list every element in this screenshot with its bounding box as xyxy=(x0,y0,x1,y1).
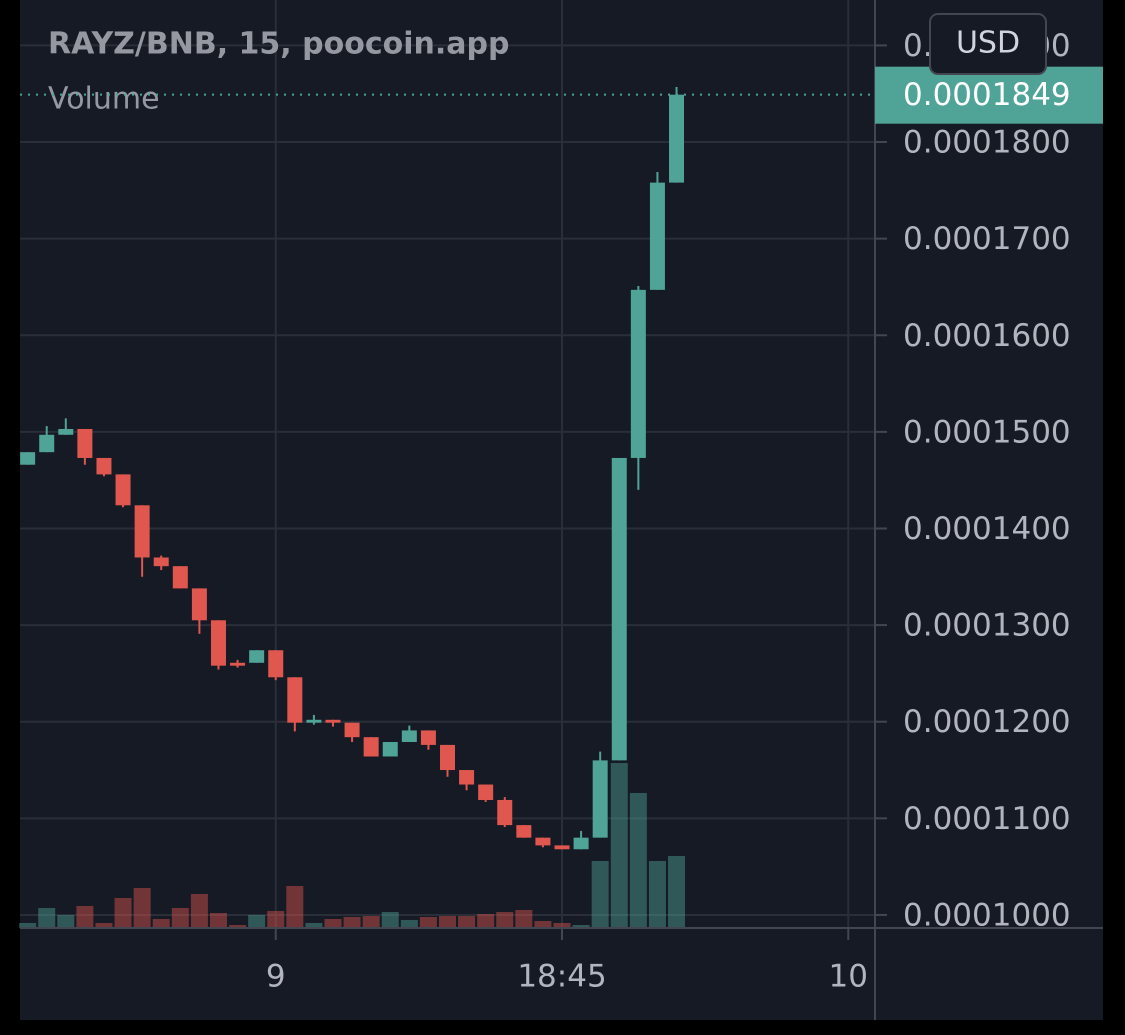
volume-bar xyxy=(629,793,647,928)
candle-body xyxy=(440,744,455,771)
overlay: 0.0001849 xyxy=(20,66,1103,124)
volume-bar xyxy=(286,886,304,928)
volume-bar xyxy=(591,861,609,928)
last-price-label: 0.0001849 xyxy=(903,77,1071,113)
candle-body xyxy=(611,457,627,761)
candle-body xyxy=(497,799,513,826)
candle-body xyxy=(592,760,608,838)
candle-layer xyxy=(20,86,685,850)
volume-bar xyxy=(362,916,380,928)
candle-body xyxy=(382,742,398,757)
candle-body xyxy=(344,722,360,738)
candle-body xyxy=(649,182,665,290)
volume-label: Volume xyxy=(48,82,160,117)
volume-bar xyxy=(305,923,323,928)
volume-bar xyxy=(190,894,208,928)
volume-bar xyxy=(668,856,686,928)
volume-bar xyxy=(38,908,56,928)
y-tick-label: 0.0001000 xyxy=(903,897,1071,933)
candle-body xyxy=(96,457,112,475)
candle-body xyxy=(420,730,436,745)
candle-body xyxy=(20,452,36,465)
candle-body xyxy=(58,428,74,435)
volume-bar xyxy=(572,925,590,928)
chart-title: RAYZ/BNB, 15, poocoin.app xyxy=(48,27,509,62)
volume-bar xyxy=(267,911,285,928)
volume-bar xyxy=(439,916,456,928)
candle-body xyxy=(573,837,589,850)
volume-bar xyxy=(515,910,533,928)
volume-bar xyxy=(419,917,437,928)
candle-body xyxy=(39,434,55,453)
candle-body xyxy=(535,837,551,846)
candle-body xyxy=(134,505,150,558)
candle-body xyxy=(230,662,246,666)
volume-bar xyxy=(496,912,514,928)
candle-body xyxy=(268,650,284,678)
candle-body xyxy=(363,737,379,757)
volume-bar xyxy=(477,914,495,928)
volume-bar xyxy=(400,920,418,928)
candle-body xyxy=(77,428,93,458)
volume-bar xyxy=(19,923,37,928)
x-tick-label: 9 xyxy=(266,959,286,995)
candle-body xyxy=(249,650,265,663)
candle-body xyxy=(401,730,417,743)
volume-bar xyxy=(553,923,571,928)
candle-body xyxy=(459,770,475,785)
volume-bar xyxy=(209,913,227,928)
candle-body xyxy=(287,677,303,723)
candle-body xyxy=(306,719,322,723)
candle-body xyxy=(630,289,646,458)
volume-bar xyxy=(152,919,170,928)
y-tick-label: 0.0001700 xyxy=(903,221,1071,257)
currency-button[interactable] xyxy=(929,13,1047,75)
volume-bar xyxy=(610,763,628,928)
volume-bar xyxy=(343,917,361,928)
y-tick-label: 0.0001600 xyxy=(903,318,1071,354)
volume-bar xyxy=(248,915,266,928)
volume-bar xyxy=(324,919,342,928)
candle-body xyxy=(115,474,131,506)
volume-bar xyxy=(458,916,476,928)
volume-bar xyxy=(171,908,189,928)
volume-bar xyxy=(133,888,151,928)
x-tick-label: 10 xyxy=(829,959,868,995)
candle-body xyxy=(153,557,169,567)
candle-body xyxy=(172,566,188,589)
volume-bar xyxy=(76,906,94,928)
y-tick-label: 0.0001100 xyxy=(903,801,1071,837)
candle-body xyxy=(669,94,685,183)
y-tick-label: 0.0001200 xyxy=(903,704,1071,740)
y-tick-label: 0.0001800 xyxy=(903,125,1071,161)
volume-bar xyxy=(381,912,399,928)
candle-body xyxy=(516,825,532,838)
volume-bar xyxy=(648,861,666,928)
candle-body xyxy=(191,588,207,621)
y-tick-label: 0.0001500 xyxy=(903,414,1071,450)
volume-bar xyxy=(95,923,113,928)
volume-layer xyxy=(19,763,686,928)
volume-bar xyxy=(114,898,132,928)
volume-bar xyxy=(534,921,552,928)
y-tick-label: 0.0001300 xyxy=(903,608,1071,644)
last-price-box xyxy=(875,66,1103,124)
y-tick-label: 0.0001400 xyxy=(903,511,1071,547)
candle-body xyxy=(478,784,494,800)
currency-label[interactable]: USD xyxy=(956,26,1020,61)
candle-body xyxy=(554,845,570,850)
grid xyxy=(20,0,875,928)
volume-bar xyxy=(229,925,247,928)
candle-body xyxy=(210,620,226,666)
x-tick-label: 18:45 xyxy=(517,959,606,995)
candle-body xyxy=(325,719,341,723)
volume-bar xyxy=(57,915,75,928)
